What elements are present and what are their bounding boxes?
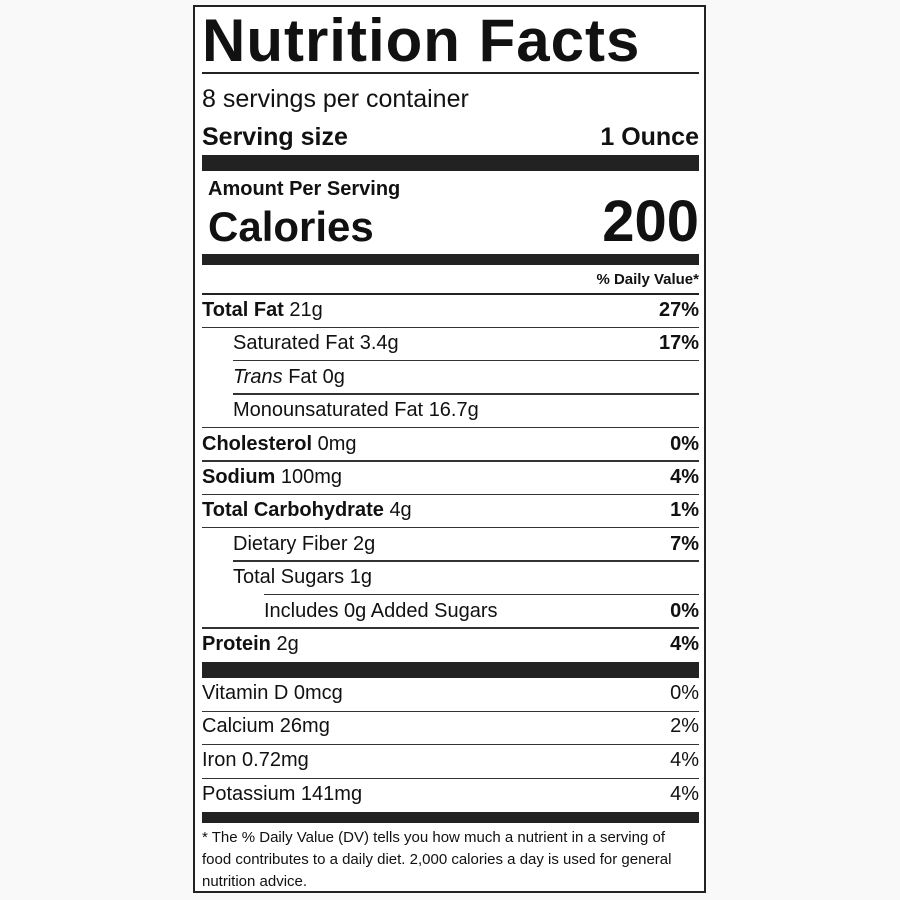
vitamin-name: Iron 0.72mg [202,748,309,771]
vitamin-name: Calcium 26mg [202,715,330,738]
vitamin-daily-value: 2% [670,715,699,738]
nutrient-name: Saturated Fat 3.4g [233,332,399,355]
nutrient-row: Total Fat 21g 27% [202,295,699,328]
serving-size-value: 1 Ounce [600,123,699,151]
servings-per-container: 8 servings per container [202,85,469,113]
nutrient-row: Total Carbohydrate 4g 1% [202,495,699,529]
nutrient-row: Cholesterol 0mg 0% [202,429,699,462]
daily-value-header: % Daily Value* [596,271,699,288]
serving-size-label: Serving size [202,123,348,151]
nutrient-name: Total Carbohydrate 4g [202,499,412,522]
nutrient-daily-value: 4% [670,466,699,488]
vitamin-daily-value: 4% [670,783,699,806]
thick-divider [202,812,699,823]
footnote-text: * The % Daily Value (DV) tells you how m… [202,829,672,890]
calories-value: 200 [602,189,699,254]
footnote: * The % Daily Value (DV) tells you how m… [202,827,696,893]
nutrient-name: Sodium 100mg [202,466,343,488]
vitamin-row: Iron 0.72mg 4% [202,746,699,779]
nutrient-row: Sodium 100mg 4% [202,462,699,495]
divider [202,72,699,74]
nutrient-daily-value: 7% [670,532,699,555]
vitamin-name: Vitamin D 0mcg [202,682,343,704]
nutrient-daily-value: 0% [670,432,699,455]
vitamin-row: Potassium 141mg 4% [202,779,699,812]
label-title: Nutrition Facts [202,7,641,74]
nutrient-daily-value: 1% [670,499,699,522]
nutrient-daily-value: 0% [670,599,699,622]
thick-divider [202,254,699,265]
nutrient-row: Monounsaturated Fat 16.7g [202,395,699,429]
nutrient-name: Monounsaturated Fat 16.7g [233,399,479,422]
nutrient-row: Protein 2g 4% [202,629,699,662]
nutrient-daily-value: 17% [658,332,699,355]
vitamin-daily-value: 4% [670,748,699,771]
nutrient-name: Total Fat 21g [202,299,323,321]
nutrient-row: Includes 0g Added Sugars 0% [202,596,699,629]
nutrition-facts-label: Nutrition Facts 8 servings per container… [193,5,706,893]
vitamin-name: Potassium 141mg [202,783,363,806]
thick-divider [202,662,699,678]
nutrient-row: Saturated Fat 3.4g 17% [202,328,699,362]
vitamin-daily-value: 0% [670,682,699,704]
nutrient-name: Dietary Fiber 2g [233,532,376,555]
nutrient-daily-value: 4% [670,633,699,655]
nutrient-row: Total Sugars 1g [202,562,699,596]
divider [202,293,699,295]
nutrient-daily-value: 27% [658,299,699,321]
amount-per-serving: Amount Per Serving [208,178,401,200]
vitamin-row: Calcium 26mg 2% [202,712,699,746]
nutrient-name: Protein 2g [202,633,299,655]
nutrient-name: Total Sugars 1g [233,566,372,589]
nutrient-row: Dietary Fiber 2g 7% [202,529,699,562]
thick-divider [202,155,699,171]
vitamin-row: Vitamin D 0mcg 0% [202,679,699,712]
calories-label: Calories [208,203,374,250]
nutrient-row: Trans Fat 0g [202,362,699,395]
nutrient-name: Includes 0g Added Sugars [264,599,498,622]
nutrient-name: Trans Fat 0g [233,365,345,388]
nutrient-name: Cholesterol 0mg [202,432,357,455]
